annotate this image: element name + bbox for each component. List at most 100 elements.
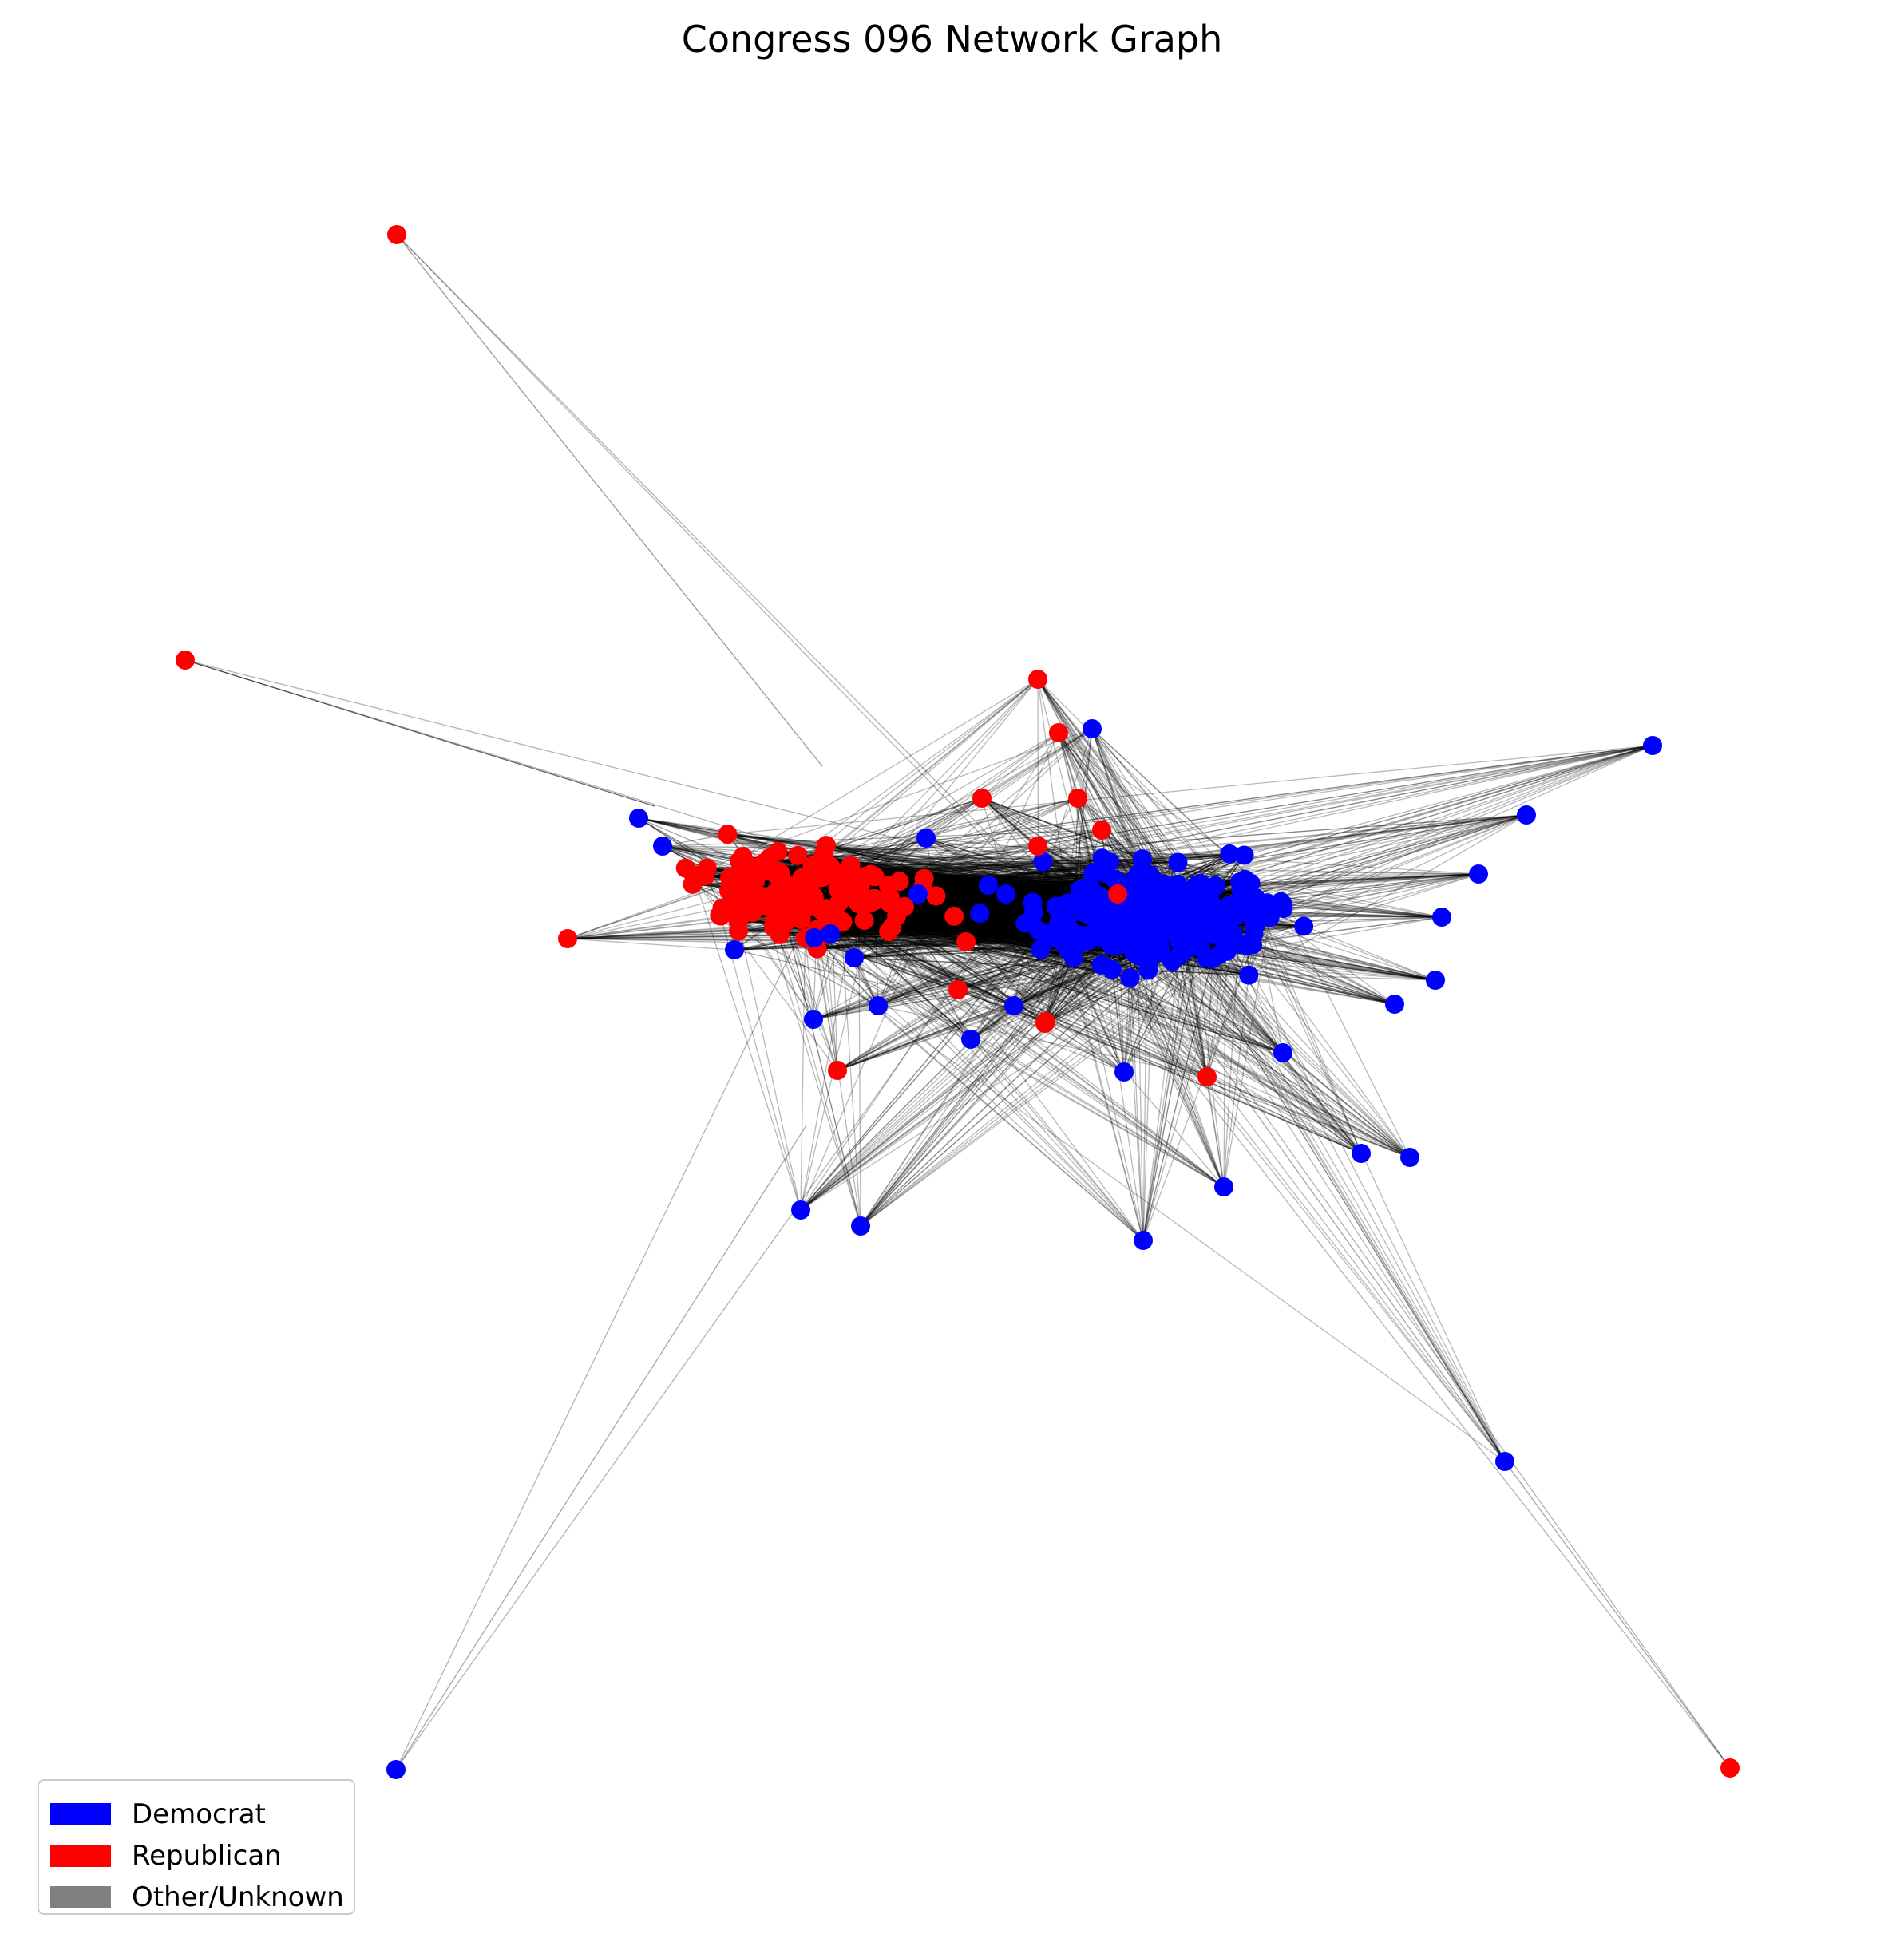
edge (823, 927, 1411, 1158)
edge (1091, 935, 1284, 1054)
edge (825, 908, 972, 1040)
edge (779, 934, 1173, 963)
edge (813, 920, 1067, 1020)
edge (853, 929, 1039, 959)
edge (813, 896, 1362, 1154)
edge (662, 833, 728, 847)
edge (821, 909, 1144, 1241)
edge (1111, 945, 1362, 1154)
edge (1037, 845, 1479, 875)
edge (785, 922, 1225, 1188)
edge (838, 903, 1144, 1241)
edge (797, 678, 1039, 856)
edge (860, 897, 1135, 1227)
edge-layer (184, 234, 1731, 1770)
node-republican (841, 856, 861, 876)
edge (1223, 745, 1653, 915)
edge (1091, 728, 1176, 896)
edge (892, 926, 967, 943)
edge (805, 937, 1015, 1007)
edge (1142, 928, 1155, 1241)
edge (1225, 916, 1443, 947)
node-republican (788, 845, 808, 865)
edge (779, 871, 1225, 1188)
edge (1037, 678, 1197, 886)
edge (1504, 1461, 1731, 1769)
edge (837, 678, 1039, 882)
edge (781, 903, 861, 1227)
edge (837, 888, 1125, 1073)
edge (800, 906, 1057, 1211)
edge (864, 920, 1141, 957)
edge (829, 814, 1527, 867)
edge (864, 920, 1150, 963)
edge (857, 896, 1144, 1241)
edge (853, 957, 1249, 976)
edge (748, 745, 1653, 866)
edge (567, 938, 1120, 946)
edge (925, 837, 937, 896)
edge (877, 732, 1059, 1007)
edge (396, 234, 1130, 979)
edge (1177, 931, 1506, 1462)
edge (800, 920, 1125, 1211)
edge (807, 888, 1208, 1078)
edge (1091, 728, 1256, 927)
edge (1223, 945, 1226, 1188)
edge (1040, 948, 1125, 1073)
edge (1130, 977, 1411, 1158)
edge (813, 955, 1141, 1020)
edge (860, 917, 1110, 1227)
edge (829, 858, 1142, 867)
edge (805, 938, 814, 1020)
edge (1037, 678, 1241, 883)
edge (1045, 728, 1093, 1022)
edge (925, 837, 1067, 921)
edge (860, 914, 1090, 1227)
edge (1045, 941, 1113, 1022)
edge (1124, 939, 1225, 1188)
edge (861, 732, 1059, 896)
edge (829, 879, 1116, 935)
edge (184, 659, 1135, 899)
edge (970, 932, 1110, 1040)
edge (870, 873, 1208, 1078)
edge (1123, 920, 1181, 1073)
edge (970, 941, 1113, 1040)
edge (800, 896, 937, 1211)
edge (786, 745, 1653, 887)
edge (825, 901, 1033, 935)
edge (981, 797, 1143, 860)
edge (1043, 829, 1102, 863)
edge (1123, 940, 1133, 1073)
edge (1037, 678, 1039, 931)
edge (811, 678, 1039, 867)
edge (728, 890, 1411, 1158)
edge (860, 934, 1220, 1227)
edge (829, 858, 1142, 867)
edge (936, 895, 1208, 1078)
edge (1013, 964, 1102, 1007)
edge (1193, 932, 1225, 1188)
edge (892, 912, 980, 927)
edge (779, 877, 1055, 938)
node-layer (176, 225, 1740, 1779)
edge (775, 901, 1362, 1154)
edge (734, 941, 1063, 951)
edge (396, 234, 823, 767)
edge (1197, 927, 1506, 1462)
edge (842, 921, 1284, 1054)
edge (1083, 941, 1731, 1769)
edge (727, 833, 1094, 875)
edge (1142, 943, 1200, 1241)
edge (800, 797, 1079, 1211)
edge (1013, 861, 1044, 1007)
edge (813, 916, 1095, 939)
edge (1013, 969, 1113, 1007)
edge (750, 892, 1362, 1154)
edge (1058, 928, 1144, 1241)
edge (936, 895, 1064, 911)
edge (864, 814, 1527, 921)
edge (853, 957, 1112, 971)
